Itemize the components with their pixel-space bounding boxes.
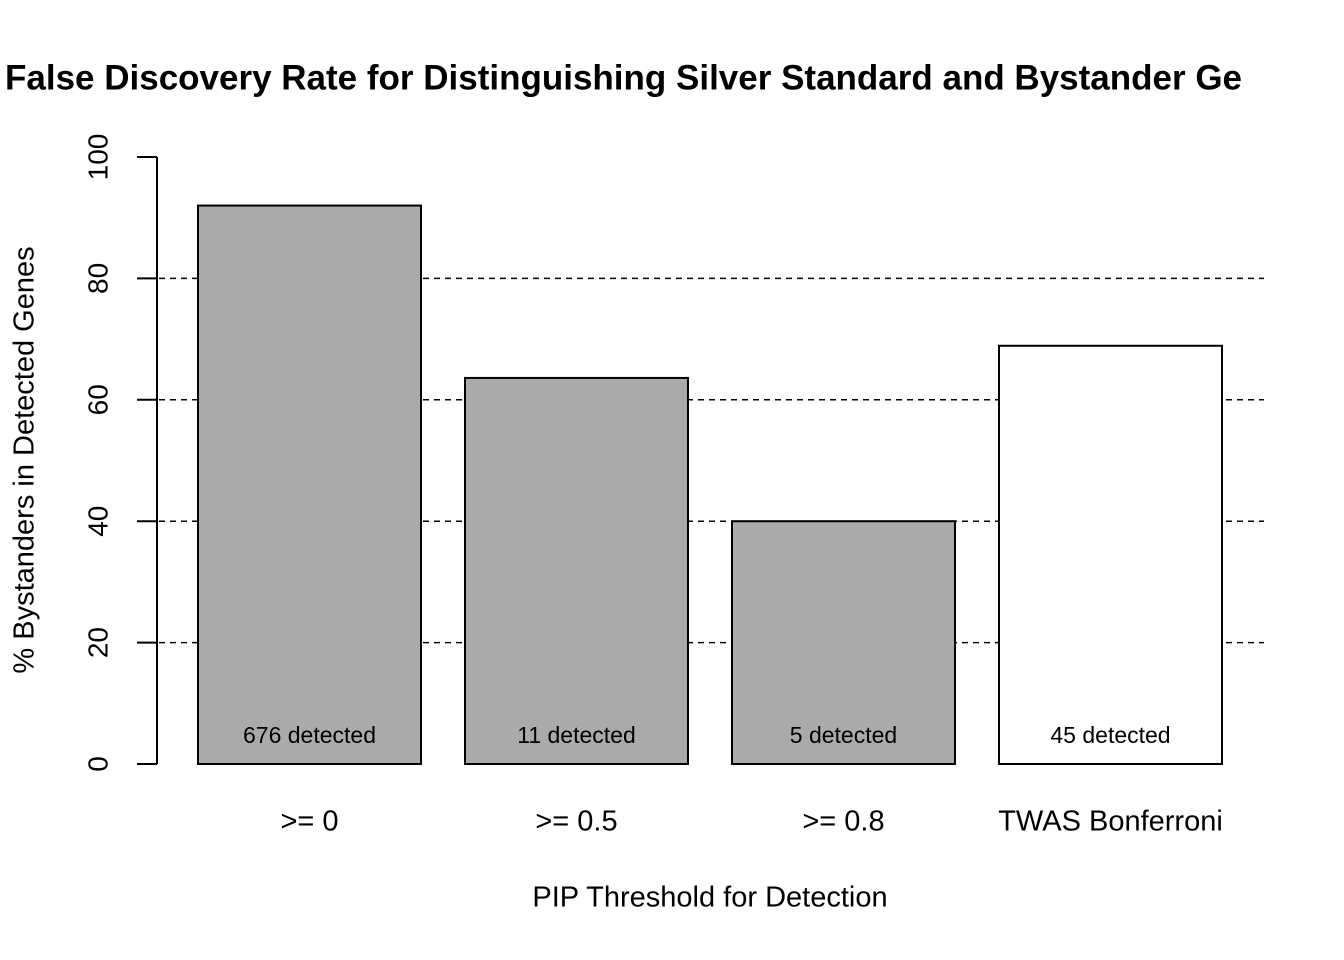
x-tick-label: >= 0 [280, 806, 338, 838]
y-axis-label: % Bystanders in Detected Genes [9, 246, 41, 673]
y-tick-label: 80 [82, 263, 113, 294]
bar [197, 204, 422, 765]
x-tick-label: TWAS Bonferroni [998, 806, 1223, 838]
bar [464, 376, 689, 765]
bar-annotation: 5 detected [790, 722, 897, 748]
y-tick-label: 40 [82, 506, 113, 537]
x-axis-label: PIP Threshold for Detection [532, 882, 887, 914]
y-tick-label: 100 [82, 134, 113, 181]
bar-annotation: 45 detected [1050, 722, 1170, 748]
bar [998, 344, 1223, 765]
y-tick-label: 20 [82, 627, 113, 658]
chart-title: False Discovery Rate for Distinguishing … [5, 58, 1242, 97]
bar-annotation: 11 detected [517, 722, 636, 748]
bar-annotation: 676 detected [243, 722, 376, 748]
bar [731, 520, 956, 766]
x-tick-label: >= 0.5 [535, 806, 617, 838]
y-tick-label: 0 [82, 756, 113, 772]
x-tick-label: >= 0.8 [802, 806, 884, 838]
y-tick-label: 60 [82, 384, 113, 415]
